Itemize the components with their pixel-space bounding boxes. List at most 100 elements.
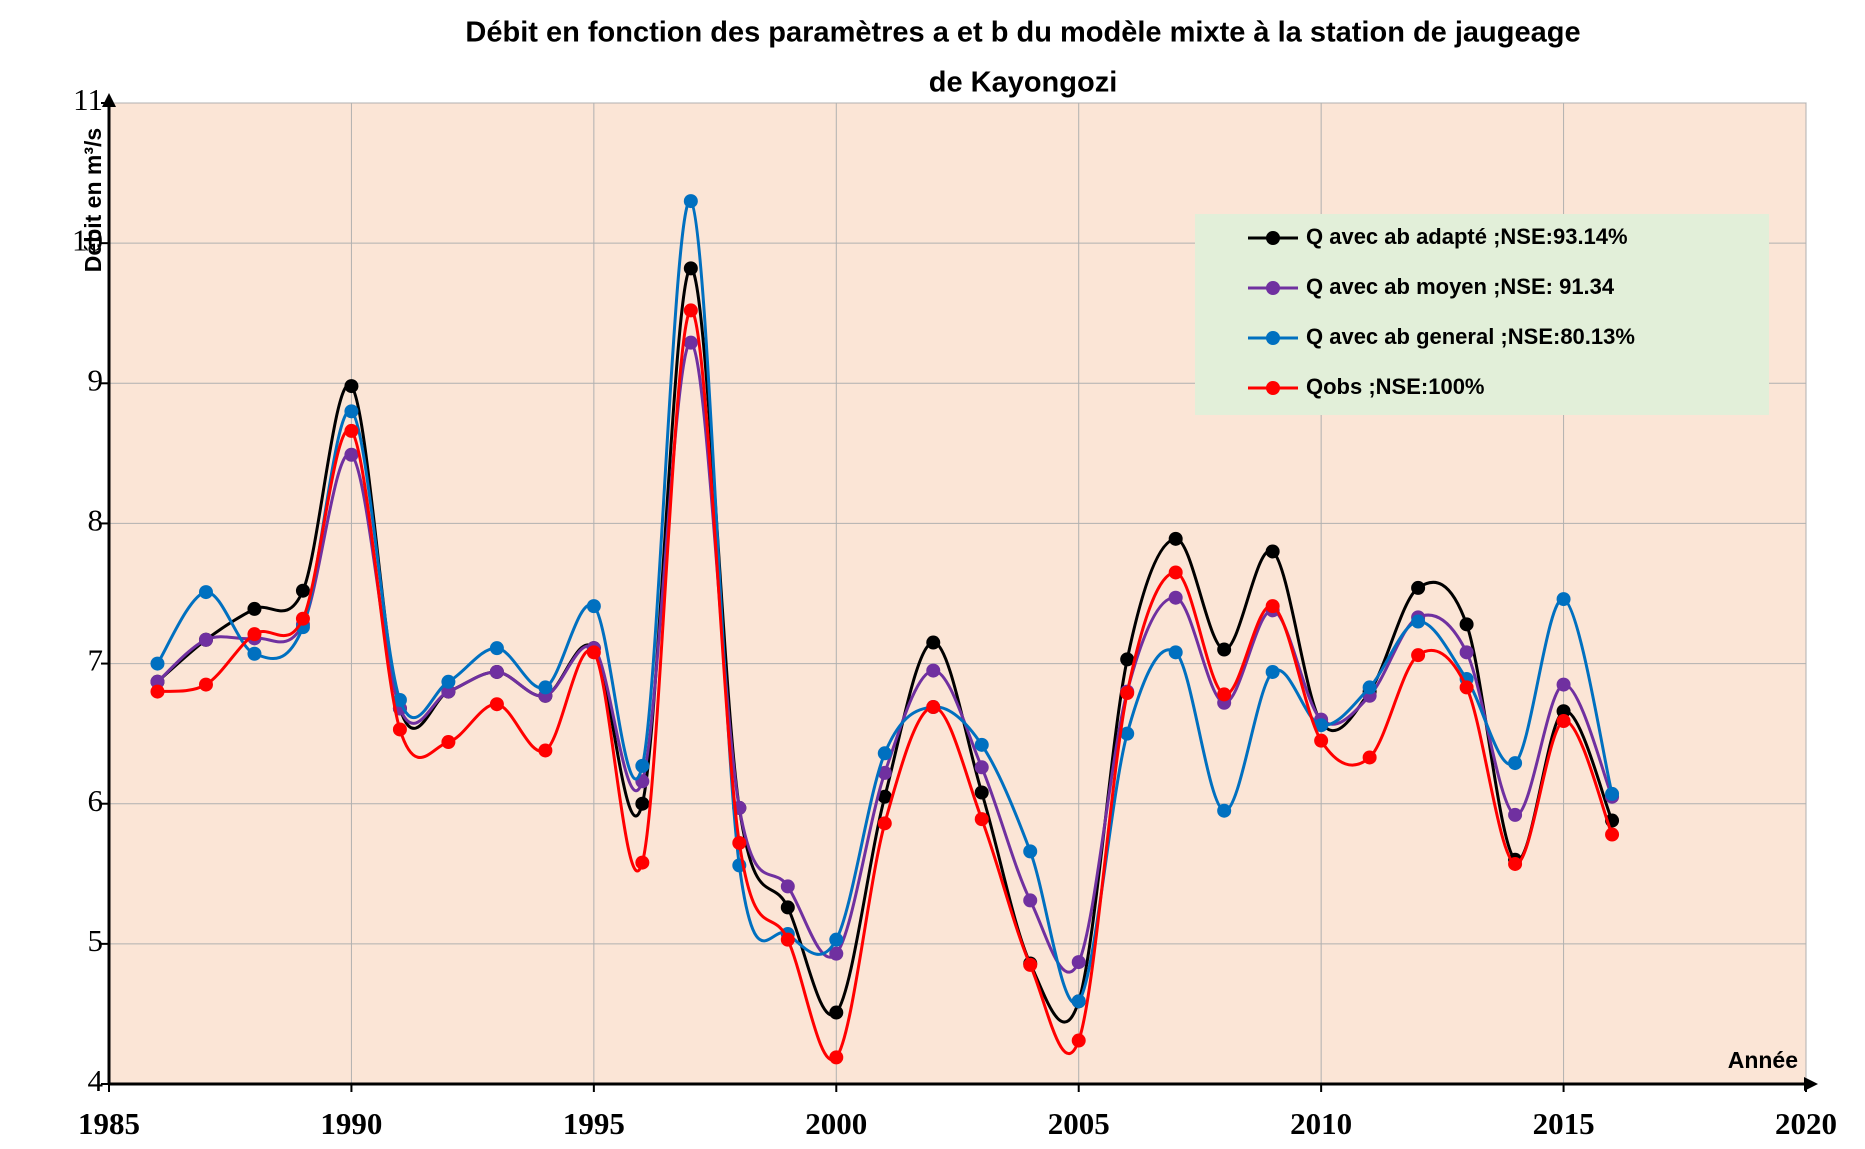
data-point [1411,580,1426,595]
data-point [877,765,892,780]
data-point [1023,893,1038,908]
data-point [732,835,747,850]
data-point [1556,704,1571,719]
data-point [829,932,844,947]
data-point [1508,756,1523,771]
chart-title: Débit en fonction des paramètres a et b … [465,17,1580,49]
data-point [295,611,310,626]
data-point [780,879,795,894]
data-point [974,812,989,827]
y-tick-label: 7 [88,643,104,678]
data-point [392,722,407,737]
data-point [295,583,310,598]
data-point [538,743,553,758]
data-point [247,627,262,642]
data-point [926,663,941,678]
x-tick-label: 2005 [1048,1106,1110,1141]
x-tick-label: 2020 [1775,1106,1837,1141]
data-point [1168,645,1183,660]
data-point [344,379,359,394]
y-tick-label: 11 [73,82,103,117]
data-point [829,1050,844,1065]
data-point [150,674,165,689]
data-point [1605,827,1620,842]
x-tick-label: 1995 [563,1106,625,1141]
data-point [150,656,165,671]
legend-marker [1266,381,1280,395]
data-point [926,635,941,650]
data-point [683,194,698,209]
data-point [829,1005,844,1020]
data-point [198,677,213,692]
data-point [974,737,989,752]
y-tick-label: 5 [88,923,104,958]
data-point [1508,807,1523,822]
data-point [344,404,359,419]
data-point [441,735,456,750]
data-point [1605,786,1620,801]
legend-label: Qobs ;NSE:100% [1306,374,1485,399]
legend-label: Q avec ab moyen ;NSE: 91.34 [1306,274,1615,299]
y-tick-label: 8 [88,503,104,538]
data-point [683,261,698,276]
data-point [1459,645,1474,660]
data-point [780,900,795,915]
x-tick-label: 2000 [805,1106,867,1141]
data-point [780,932,795,947]
data-point [926,700,941,715]
data-point [635,758,650,773]
data-point [683,335,698,350]
data-point [1314,718,1329,733]
x-axis-arrow [1804,1077,1818,1091]
data-point [247,646,262,661]
data-point [1362,680,1377,695]
data-point [877,746,892,761]
y-axis-label: Débit en m³/s [80,128,106,272]
data-point [538,680,553,695]
data-point [1411,648,1426,663]
data-point [1217,687,1232,702]
data-point [247,601,262,616]
series-line [157,308,1614,1062]
data-point [150,684,165,699]
x-tick-label: 1990 [320,1106,382,1141]
data-point [1265,544,1280,559]
data-point [392,693,407,708]
y-tick-label: 4 [88,1063,104,1098]
data-point [1168,590,1183,605]
legend-label: Q avec ab general ;NSE:80.13% [1306,324,1635,349]
x-tick-label: 2015 [1533,1106,1595,1141]
y-axis-arrow [102,93,116,107]
data-point [586,645,601,660]
data-point [1508,856,1523,871]
data-point [1120,652,1135,667]
data-point [683,303,698,318]
data-point [1071,955,1086,970]
data-point [1168,565,1183,580]
data-point [441,674,456,689]
data-point [586,599,601,614]
data-point [635,855,650,870]
data-point [1023,844,1038,859]
legend-marker [1266,231,1280,245]
data-point [974,760,989,775]
data-point [1217,803,1232,818]
data-point [1556,592,1571,607]
data-point [829,946,844,961]
data-point [974,785,989,800]
data-point [441,684,456,699]
data-point [1556,714,1571,729]
chart-title: de Kayongozi [929,67,1118,99]
legend-label: Q avec ab adapté ;NSE:93.14% [1306,224,1628,249]
data-point [1071,1033,1086,1048]
data-point [877,789,892,804]
data-point [344,447,359,462]
x-tick-label: 2010 [1290,1106,1352,1141]
y-tick-label: 10 [72,222,103,257]
data-point [489,641,504,656]
data-point [1459,617,1474,632]
data-point [1556,677,1571,692]
legend-marker [1266,281,1280,295]
data-point [1362,750,1377,765]
data-point [198,585,213,600]
